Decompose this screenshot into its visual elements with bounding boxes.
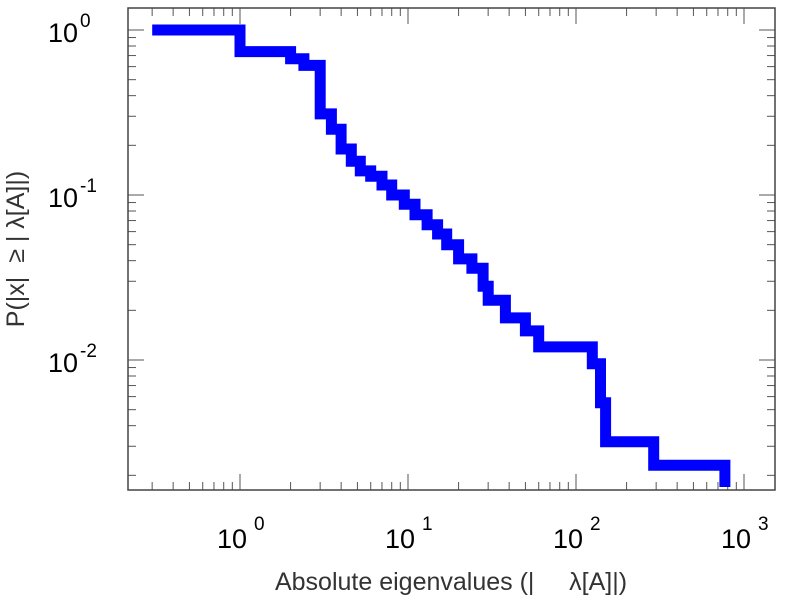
minor-ticks: [128, 8, 775, 490]
y-tick-label-base: 10: [48, 183, 78, 213]
plot-frame: [127, 7, 776, 491]
series-line: [152, 24, 731, 487]
x-tick-label: 10 0: [217, 514, 265, 554]
x-tick-label-exponent: 3: [758, 514, 769, 535]
y-tick-label: 10 0: [48, 11, 91, 48]
x-tick-label: 10 2: [553, 514, 601, 554]
x-tick-label: 10 1: [385, 514, 433, 554]
x-tick-label: 10 3: [721, 514, 769, 554]
x-axis-label: Absolute eigenvalues (| λ[A]|): [275, 568, 627, 596]
x-tick-label-exponent: 0: [254, 514, 265, 535]
x-tick-label-base: 10: [385, 524, 415, 554]
y-tick-label-exponent: 0: [80, 11, 91, 32]
y-tick-label-base: 10: [48, 18, 78, 48]
major-ticks: [128, 8, 775, 490]
y-tick-label: 10 -1: [48, 176, 97, 213]
y-tick-label-base: 10: [48, 348, 78, 378]
series-layer: [152, 24, 731, 487]
y-tick-label-exponent: -2: [80, 341, 97, 362]
x-tick-label-base: 10: [217, 524, 247, 554]
y-axis-label: P(|x| ≥ | λ[A]|): [2, 171, 30, 327]
x-tick-label-base: 10: [721, 524, 751, 554]
y-tick-label-exponent: -1: [80, 176, 97, 197]
x-tick-label-base: 10: [553, 524, 583, 554]
x-tick-label-exponent: 2: [590, 514, 601, 535]
x-tick-labels: 10 0 10 1 10 2 10 3: [217, 514, 769, 554]
y-tick-label: 10 -2: [48, 341, 97, 378]
x-tick-label-exponent: 1: [422, 514, 433, 535]
